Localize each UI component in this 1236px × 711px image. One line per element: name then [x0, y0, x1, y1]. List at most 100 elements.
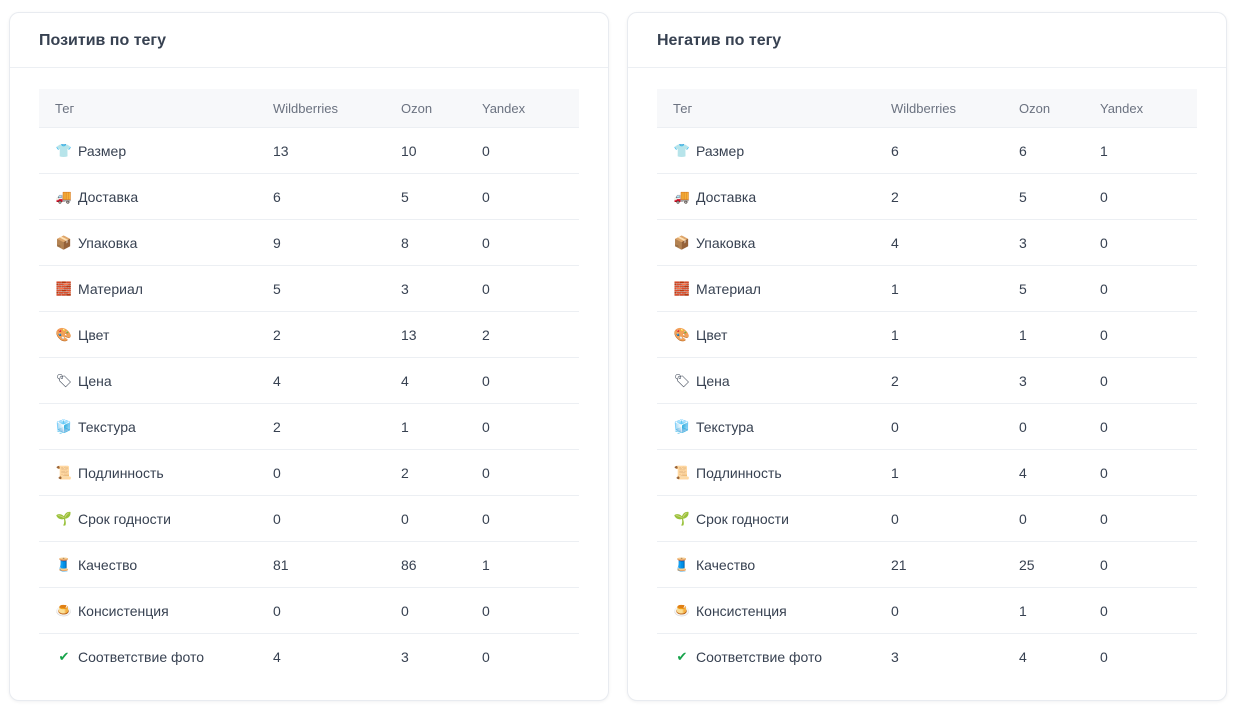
yandex-count: 0	[482, 234, 490, 251]
yandex-count: 0	[482, 280, 490, 297]
wildberries-count: 2	[273, 326, 281, 343]
table-row: 🍮 Консистенция 0 0 0	[39, 588, 579, 634]
wildberries-count: 0	[273, 602, 281, 619]
tag-label: Доставка	[78, 188, 139, 205]
table-row: 📜 Подлинность 1 4 0	[657, 450, 1197, 496]
ozon-count: 8	[401, 234, 409, 251]
tag-label: Консистенция	[696, 602, 787, 619]
yandex-count: 0	[1100, 510, 1108, 527]
tag-cell: ✔ Соответствие фото	[39, 648, 273, 666]
table-row: 🧵 Качество 81 86 1	[39, 542, 579, 588]
package-box-icon: 📦	[673, 234, 691, 250]
tag-label: Цвет	[78, 326, 110, 343]
yandex-count: 0	[482, 372, 490, 389]
yandex-count: 1	[1100, 142, 1108, 159]
wildberries-count: 2	[891, 372, 899, 389]
ozon-count: 5	[401, 188, 409, 205]
ozon-count: 13	[401, 326, 417, 343]
tag-cell: 🍮 Консистенция	[657, 602, 891, 620]
wildberries-count: 2	[273, 418, 281, 435]
pudding-icon: 🍮	[673, 602, 691, 618]
tag-label: Цвет	[696, 326, 728, 343]
tag-label: Материал	[78, 280, 143, 297]
yandex-count: 0	[1100, 326, 1108, 343]
tag-label: Текстура	[78, 418, 136, 435]
yandex-count: 0	[1100, 418, 1108, 435]
tag-cell: 📦 Упаковка	[39, 234, 273, 252]
table-row: 👕 Размер 13 10 0	[39, 128, 579, 174]
ozon-count: 0	[401, 602, 409, 619]
yandex-count: 0	[1100, 648, 1108, 665]
wildberries-count: 0	[273, 464, 281, 481]
column-header-wildberries: Wildberries	[891, 100, 957, 116]
package-box-icon: 📦	[55, 234, 73, 250]
table-row: 📦 Упаковка 4 3 0	[657, 220, 1197, 266]
wildberries-count: 3	[891, 648, 899, 665]
table-row: 👕 Размер 6 6 1	[657, 128, 1197, 174]
tag-cell: 🚚 Доставка	[39, 188, 273, 206]
table-row: 🧱 Материал 5 3 0	[39, 266, 579, 312]
tag-cell: 👕 Размер	[39, 142, 273, 160]
ozon-count: 0	[1019, 418, 1027, 435]
yandex-count: 0	[482, 648, 490, 665]
column-header-ozon: Ozon	[1019, 100, 1051, 116]
tag-cell: 🏷 Цена	[39, 372, 273, 390]
yandex-count: 0	[1100, 280, 1108, 297]
tag-cell: 🌱 Срок годности	[39, 510, 273, 528]
table-row: 🍮 Консистенция 0 1 0	[657, 588, 1197, 634]
yandex-count: 0	[1100, 602, 1108, 619]
check-mark-icon: ✔	[58, 648, 70, 664]
table-row: ✔ Соответствие фото 4 3 0	[39, 634, 579, 679]
tag-cell: 🏷 Цена	[657, 372, 891, 390]
table-header: Тег Wildberries Ozon Yandex	[657, 89, 1197, 128]
tag-label: Упаковка	[78, 234, 138, 251]
wildberries-count: 4	[273, 648, 281, 665]
table-row: 🧊 Текстура 2 1 0	[39, 404, 579, 450]
price-tag-icon: 🏷	[673, 372, 691, 388]
table-row: 🎨 Цвет 1 1 0	[657, 312, 1197, 358]
tag-cell: 🧵 Качество	[39, 556, 273, 574]
wildberries-count: 4	[273, 372, 281, 389]
tag-cell: 🍮 Консистенция	[39, 602, 273, 620]
table-row: 🏷 Цена 2 3 0	[657, 358, 1197, 404]
ozon-count: 3	[401, 280, 409, 297]
check-mark-icon: ✔	[676, 648, 688, 664]
yandex-count: 0	[482, 464, 490, 481]
table-row: 📜 Подлинность 0 2 0	[39, 450, 579, 496]
ozon-count: 5	[1019, 188, 1027, 205]
tag-cell: 🌱 Срок годности	[657, 510, 891, 528]
wildberries-count: 13	[273, 142, 289, 159]
delivery-truck-icon: 🚚	[673, 188, 691, 204]
table-body: 👕 Размер 6 6 1 🚚 Доставка 2 5 0 📦 Упаковка 4 3 0 🧱 Матер…	[657, 128, 1197, 679]
wildberries-count: 81	[273, 556, 289, 573]
ozon-count: 4	[1019, 464, 1027, 481]
ozon-count: 3	[401, 648, 409, 665]
tag-label: Размер	[696, 142, 745, 159]
wildberries-count: 0	[891, 510, 899, 527]
ice-cube-icon: 🧊	[673, 418, 691, 434]
ozon-count: 10	[401, 142, 417, 159]
tag-label: Подлинность	[78, 464, 164, 481]
table-row: 🧵 Качество 21 25 0	[657, 542, 1197, 588]
negative-by-tag-card: Негатив по тегу Тег Wildberries Ozon Yan…	[627, 12, 1227, 701]
scroll-icon: 📜	[673, 464, 691, 480]
tag-cell: 🚚 Доставка	[657, 188, 891, 206]
yandex-count: 0	[482, 510, 490, 527]
tag-cell: 📜 Подлинность	[657, 464, 891, 482]
wildberries-count: 1	[891, 464, 899, 481]
yandex-count: 0	[1100, 372, 1108, 389]
wildberries-count: 6	[891, 142, 899, 159]
sprout-icon: 🌱	[673, 510, 691, 526]
wildberries-count: 0	[891, 602, 899, 619]
tag-cell: 🧵 Качество	[657, 556, 891, 574]
tag-cell: 🧊 Текстура	[657, 418, 891, 436]
ozon-count: 4	[1019, 648, 1027, 665]
ozon-count: 3	[1019, 372, 1027, 389]
wildberries-count: 6	[273, 188, 281, 205]
wildberries-count: 2	[891, 188, 899, 205]
card-title: Позитив по тегу	[10, 13, 608, 68]
tag-label: Срок годности	[696, 510, 789, 527]
scroll-icon: 📜	[55, 464, 73, 480]
tag-cell: 🎨 Цвет	[657, 326, 891, 344]
tag-label: Консистенция	[78, 602, 169, 619]
